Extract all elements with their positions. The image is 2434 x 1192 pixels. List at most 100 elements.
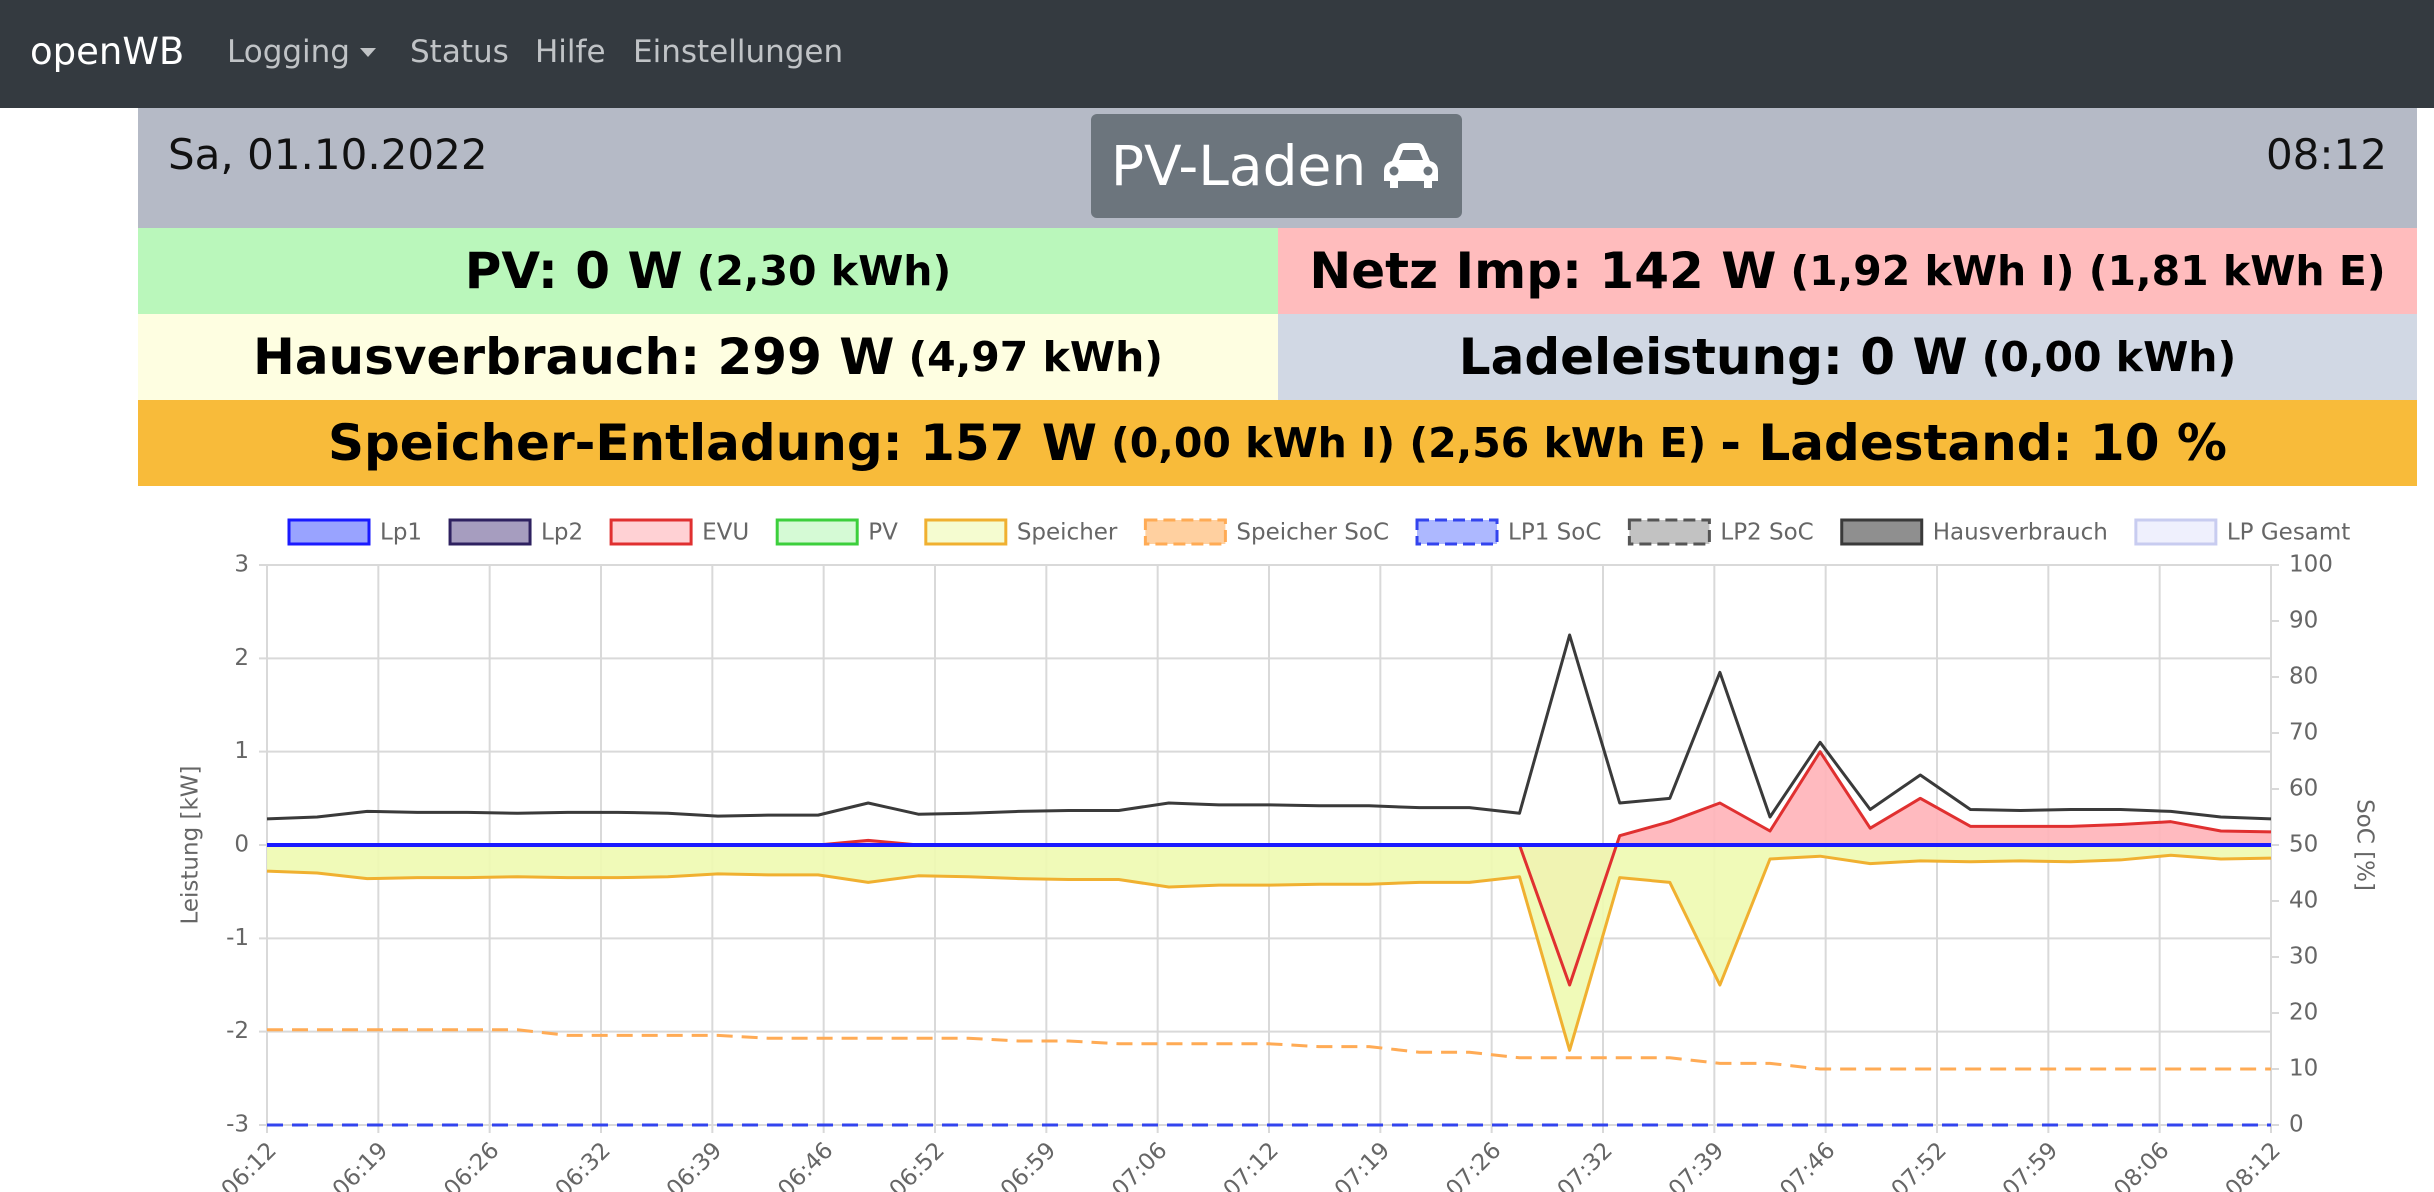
legend-label: LP Gesamt <box>2227 520 2350 546</box>
grid-status: Netz Imp: 142 W (1,92 kWh I) (1,81 kWh E) <box>1278 228 2417 314</box>
legend-swatch <box>1415 518 1499 546</box>
legend-swatch <box>448 518 532 546</box>
legend-item: Speicher <box>924 518 1118 546</box>
y2-tick-label: 80 <box>2289 664 2318 690</box>
x-tick-label: 08:06 <box>2109 1137 2174 1192</box>
charge-status: Ladeleistung: 0 W (0,00 kWh) <box>1278 314 2417 400</box>
nav-link[interactable]: Einstellungen <box>633 34 844 70</box>
legend-label: Lp2 <box>541 520 583 546</box>
y-tick-label: -2 <box>226 1018 249 1044</box>
legend-item: LP1 SoC <box>1415 518 1601 546</box>
chart: Leistung [kW] SoC [%] -3-2-1012301020304… <box>178 518 2378 1192</box>
x-tick-label: 06:52 <box>885 1137 950 1192</box>
legend-label: Speicher <box>1017 520 1118 546</box>
storage-power: Speicher-Entladung: 157 W <box>327 414 1098 472</box>
x-tick-label: 07:32 <box>1553 1137 1618 1192</box>
legend-item: Speicher SoC <box>1143 518 1389 546</box>
y2-tick-label: 20 <box>2289 1000 2318 1026</box>
legend-item: EVU <box>609 518 749 546</box>
y2-axis-label: SoC [%] <box>2352 799 2378 891</box>
x-tick-label: 07:19 <box>1330 1137 1395 1192</box>
y-tick-label: 0 <box>234 832 249 858</box>
legend-swatch <box>924 518 1008 546</box>
y2-tick-label: 70 <box>2289 720 2318 746</box>
legend-swatch <box>775 518 859 546</box>
storage-soc: - Ladestand: 10 % <box>1720 414 2228 472</box>
x-tick-label: 06:26 <box>439 1137 504 1192</box>
pv-power: PV: 0 W <box>464 242 683 300</box>
x-tick-label: 06:19 <box>328 1137 393 1192</box>
dropdown-caret <box>360 48 376 57</box>
legend-item: LP2 SoC <box>1627 518 1814 546</box>
date: Sa, 01.10.2022 <box>168 130 488 179</box>
legend-swatch <box>1143 518 1227 546</box>
x-tick-label: 07:52 <box>1887 1137 1952 1192</box>
storage-status: Speicher-Entladung: 157 W (0,00 kWh I) (2… <box>138 400 2417 486</box>
legend-swatch <box>287 518 371 546</box>
y2-tick-label: 50 <box>2289 832 2318 858</box>
nav-link[interactable]: Logging <box>227 34 350 70</box>
mode-button[interactable]: PV-Laden <box>1091 114 1462 218</box>
grid-power: Netz Imp: 142 W <box>1309 242 1777 300</box>
x-tick-label: 07:59 <box>1998 1137 2063 1192</box>
line <box>267 1028 2271 1071</box>
x-tick-label: 07:39 <box>1664 1137 1729 1192</box>
charge-power: Ladeleistung: 0 W <box>1458 328 1968 386</box>
legend-item: PV <box>775 518 898 546</box>
line <box>266 853 2272 1052</box>
x-tick-label: 08:12 <box>2221 1137 2286 1192</box>
legend-label: PV <box>868 520 898 546</box>
legend-label: Lp1 <box>380 520 422 546</box>
legend-swatch <box>2134 518 2218 546</box>
x-tick-label: 07:46 <box>1775 1137 1840 1192</box>
y-tick-label: 3 <box>234 552 249 578</box>
y2-tick-label: 10 <box>2289 1056 2318 1082</box>
y2-tick-label: 100 <box>2289 552 2333 578</box>
mode-label: PV-Laden <box>1110 134 1367 198</box>
legend-label: Hausverbrauch <box>1933 520 2108 546</box>
legend-label: EVU <box>702 520 749 546</box>
x-tick-label: 06:12 <box>217 1137 282 1192</box>
line <box>266 633 2272 821</box>
y2-tick-label: 40 <box>2289 888 2318 914</box>
legend-item: LP Gesamt <box>2134 518 2350 546</box>
legend-label: LP2 SoC <box>1720 520 1813 546</box>
legend-label: LP1 SoC <box>1508 520 1601 546</box>
legend-swatch <box>609 518 693 546</box>
x-tick-label: 06:32 <box>551 1137 616 1192</box>
y-axis-label: Leistung [kW] <box>178 765 204 924</box>
nav-link[interactable]: Status <box>410 34 509 70</box>
y2-tick-label: 30 <box>2289 944 2318 970</box>
brand[interactable]: openWB <box>30 30 185 73</box>
nav-link[interactable]: Hilfe <box>535 34 606 70</box>
area <box>267 845 2271 1051</box>
y2-tick-label: 0 <box>2289 1112 2304 1138</box>
house-energy: (4,97 kWh) <box>908 333 1164 381</box>
y-tick-label: -3 <box>226 1112 249 1138</box>
storage-energy: (0,00 kWh I) (2,56 kWh E) <box>1111 419 1707 467</box>
legend-item: Lp2 <box>448 518 583 546</box>
legend-label: Speicher SoC <box>1236 520 1389 546</box>
pv-status: PV: 0 W (2,30 kWh) <box>138 228 1278 314</box>
x-tick-label: 07:12 <box>1219 1137 1284 1192</box>
house-power: Hausverbrauch: 299 W <box>252 328 895 386</box>
y-tick-label: 1 <box>234 738 249 764</box>
legend-swatch <box>1627 518 1711 546</box>
clock: 08:12 <box>2265 130 2387 179</box>
legend-item: Lp1 <box>287 518 422 546</box>
x-tick-label: 06:39 <box>662 1137 727 1192</box>
y-tick-label: -1 <box>226 925 249 951</box>
x-tick-label: 06:46 <box>773 1137 838 1192</box>
charge-energy: (0,00 kWh) <box>1981 333 2237 381</box>
header: Sa, 01.10.2022 PV-Laden 08:12 <box>138 108 2417 228</box>
x-tick-label: 07:06 <box>1107 1137 1172 1192</box>
x-tick-label: 06:59 <box>996 1137 1061 1192</box>
y2-tick-label: 60 <box>2289 776 2318 802</box>
y2-tick-label: 90 <box>2289 608 2318 634</box>
x-tick-label: 07:26 <box>1441 1137 1506 1192</box>
pv-energy: (2,30 kWh) <box>696 247 952 295</box>
legend-swatch <box>1840 518 1924 546</box>
y-tick-label: 2 <box>234 645 249 671</box>
legend-item: Hausverbrauch <box>1840 518 2108 546</box>
